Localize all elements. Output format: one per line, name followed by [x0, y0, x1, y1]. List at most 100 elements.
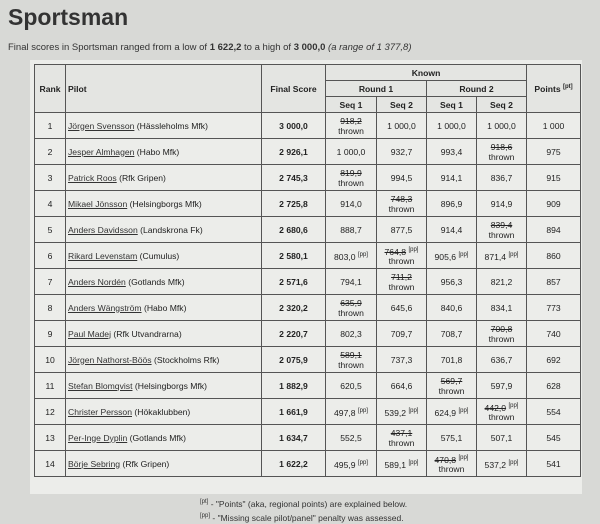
- seq-score: 914,4: [440, 224, 463, 235]
- rank: 12: [34, 398, 66, 425]
- pilot-club: (Gotlands Mfk): [129, 432, 186, 443]
- pilot-link[interactable]: Mikael Jönsson: [68, 198, 128, 209]
- seq-score-cell: 821,2: [475, 268, 528, 295]
- rank: 10: [34, 346, 66, 373]
- pilot-link[interactable]: Stefan Blomqvist: [68, 380, 133, 391]
- penalty-note: [pp]: [508, 402, 519, 409]
- seq-score-cell: 709,7: [376, 320, 427, 347]
- seq-score: 1 000,0: [487, 120, 516, 131]
- thrown-label: thrown: [338, 177, 364, 188]
- pilot-link[interactable]: Christer Persson: [68, 406, 132, 417]
- results-table: Rank Pilot Final Score Known Points [pt]…: [34, 64, 582, 477]
- seq-score: 700,8: [490, 323, 513, 334]
- rank: 8: [34, 294, 66, 321]
- final-score: 2 075,9: [261, 346, 326, 373]
- pilot-club: (Cumulus): [139, 250, 180, 261]
- seq-score: 905,6: [434, 251, 457, 262]
- seq-score: 896,9: [440, 198, 463, 209]
- seq-score-cell: 507,1: [475, 424, 528, 451]
- pilot-link[interactable]: Jesper Almhagen: [68, 146, 135, 157]
- seq-score-cell: 836,7: [475, 164, 528, 191]
- seq-score: 569,7: [440, 375, 463, 386]
- seq-score: 442,0: [484, 402, 507, 413]
- pilot-link[interactable]: Anders Nordén: [68, 276, 126, 287]
- seq-score-cell: 748,3 thrown: [376, 190, 427, 217]
- pilot-link[interactable]: Anders Wängström: [68, 302, 142, 313]
- pilot-cell: Patrick Roos (Rfk Gripen): [65, 164, 262, 191]
- pilot-cell: Per-Inge Dyplin (Gotlands Mfk): [65, 424, 262, 451]
- pilot-link[interactable]: Anders Davidsson: [68, 224, 138, 235]
- thrown-label: thrown: [438, 464, 465, 475]
- penalty-note: [pp]: [458, 407, 469, 414]
- seq-score: 914,1: [440, 172, 463, 183]
- pilot-club: (Rfk Gripen): [119, 172, 166, 183]
- seq-score-cell: 700,8 thrown: [475, 320, 528, 347]
- seq-score: 470,8: [434, 454, 457, 465]
- points: 773: [526, 294, 582, 321]
- penalty-note: [pp]: [458, 251, 469, 258]
- thrown-label: thrown: [388, 256, 415, 267]
- pilot-link[interactable]: Rikard Levenstam: [68, 250, 138, 261]
- header-points: Points [pt]: [526, 64, 582, 113]
- seq-score: 589,1: [384, 459, 407, 470]
- seq-score: 1 000,0: [336, 146, 366, 157]
- seq-score-cell: 803,0 [pp]: [325, 242, 377, 269]
- pilot-link[interactable]: Patrick Roos: [68, 172, 117, 183]
- pilot-cell: Anders Nordén (Gotlands Mfk): [65, 268, 262, 295]
- table-row: 4 Mikael Jönsson (Helsingborgs Mfk) 2 725,…: [34, 190, 582, 217]
- rank: 1: [34, 112, 66, 139]
- final-score: 3 000,0: [261, 112, 326, 139]
- pilot-link[interactable]: Paul Madej: [68, 328, 111, 339]
- pilot-link[interactable]: Jörgen Svensson: [68, 120, 135, 131]
- thrown-label: thrown: [388, 281, 415, 292]
- seq-score: 645,6: [390, 302, 413, 313]
- points: 909: [526, 190, 582, 217]
- header-seq: Seq 2: [475, 96, 528, 113]
- table-row: 12 Christer Persson (Hökaklubben) 1 661,9 4…: [34, 398, 582, 425]
- header-round: Round 1: [325, 80, 427, 97]
- header-round: Round 2: [425, 80, 528, 97]
- seq-score-cell: 537,2 [pp]: [475, 450, 528, 477]
- seq-score: 764,8: [384, 246, 407, 257]
- pilot-link[interactable]: Börje Sebring: [68, 458, 121, 469]
- seq-score-cell: 840,6: [426, 294, 477, 321]
- header-points-text: Points: [534, 83, 561, 94]
- penalty-note: [pp]: [458, 454, 469, 461]
- summary-text: Final scores in Sportsman ranged from a …: [8, 42, 208, 53]
- thrown-label: thrown: [388, 437, 415, 448]
- header-pilot: Pilot: [65, 64, 262, 113]
- penalty-note: [pp]: [408, 246, 419, 253]
- final-score: 2 571,6: [261, 268, 326, 295]
- seq-score-cell: 1 000,0: [426, 112, 477, 139]
- seq-score: 877,5: [390, 224, 413, 235]
- table-row: 13 Per-Inge Dyplin (Gotlands Mfk) 1 634,7 5…: [34, 424, 582, 451]
- thrown-label: thrown: [488, 412, 515, 423]
- pilot-link[interactable]: Jörgen Nathorst-Böös: [68, 354, 152, 365]
- thrown-label: thrown: [338, 359, 364, 370]
- header-known: Known: [324, 64, 528, 81]
- pilot-link[interactable]: Per-Inge Dyplin: [68, 432, 128, 443]
- pilot-cell: Mikael Jönsson (Helsingborgs Mfk): [65, 190, 262, 217]
- seq-score-cell: 819,9 thrown: [325, 164, 377, 191]
- points: 894: [526, 216, 582, 243]
- seq-score: 802,3: [340, 328, 362, 339]
- rank: 7: [34, 268, 66, 295]
- seq-score: 701,8: [440, 354, 463, 365]
- seq-score-cell: 711,2 thrown: [376, 268, 427, 295]
- seq-score-cell: 1 000,0: [325, 138, 377, 165]
- seq-score-cell: 877,5: [376, 216, 427, 243]
- pilot-club: (Hässleholms Mfk): [136, 120, 208, 131]
- seq-score-cell: 495,9 [pp]: [325, 450, 377, 477]
- seq-score-cell: 914,0: [325, 190, 377, 217]
- pilot-cell: Anders Wängström (Habo Mfk): [65, 294, 262, 321]
- footnote-mark: [pp]: [200, 512, 211, 519]
- seq-score: 794,1: [340, 276, 362, 287]
- points: 860: [526, 242, 582, 269]
- final-score: 2 320,2: [261, 294, 326, 321]
- header-final-score: Final Score: [261, 64, 326, 113]
- summary: Final scores in Sportsman ranged from a …: [8, 42, 412, 53]
- points: 554: [526, 398, 582, 425]
- final-score: 2 580,1: [261, 242, 326, 269]
- header-seq: Seq 2: [376, 96, 427, 113]
- seq-score-cell: 834,1: [475, 294, 528, 321]
